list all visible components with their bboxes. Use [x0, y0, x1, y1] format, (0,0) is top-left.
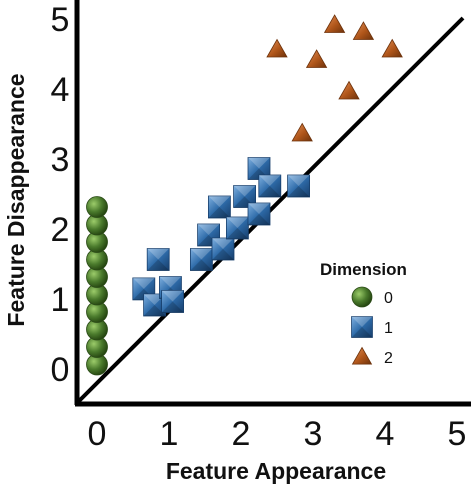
legend-label: 0 — [384, 290, 393, 307]
legend-triangle-marker — [351, 346, 373, 365]
diagonal-line — [76, 16, 465, 404]
x-tick-label: 4 — [376, 415, 395, 453]
y-tick-label: 3 — [51, 141, 70, 179]
x-axis-title: Feature Appearance — [166, 458, 386, 484]
series-dim-1 — [132, 157, 311, 317]
legend-circle-marker — [351, 286, 373, 308]
x-tick-label: 1 — [160, 415, 179, 453]
triangle-point — [381, 38, 403, 58]
series-dim-0 — [86, 196, 108, 376]
legend-title: Dimension — [320, 260, 407, 279]
square-point — [258, 174, 282, 198]
legend-entry: 0 — [351, 286, 393, 308]
legend-entry: 1 — [351, 316, 393, 338]
triangle-point — [291, 122, 313, 142]
x-tick-label: 3 — [304, 415, 323, 453]
x-tick-label: 5 — [448, 415, 467, 453]
legend-label: 2 — [384, 350, 393, 367]
square-point — [211, 237, 235, 261]
triangle-point — [338, 80, 360, 100]
square-point — [207, 195, 231, 219]
legend-square-marker — [351, 316, 373, 338]
square-point — [146, 248, 170, 271]
y-tick-labels: 0 1 2 3 4 5 — [51, 1, 70, 389]
square-point — [287, 174, 311, 198]
triangle-point — [305, 49, 328, 68]
x-tick-label: 0 — [88, 415, 107, 453]
triangle-point — [352, 21, 375, 40]
square-point — [161, 290, 185, 313]
y-tick-label: 5 — [51, 1, 70, 39]
triangle-point — [323, 14, 346, 33]
square-point — [189, 248, 213, 271]
square-point — [247, 202, 271, 226]
x-tick-labels: 0 1 2 3 4 5 — [88, 415, 467, 453]
legend: Dimension 0 1 2 — [320, 260, 407, 367]
triangle-point — [266, 38, 288, 58]
x-tick-label: 2 — [232, 415, 251, 453]
series-dim-2 — [266, 14, 403, 142]
y-tick-label: 2 — [51, 211, 70, 249]
y-axis-title: Feature Disappearance — [3, 73, 29, 326]
data-points — [86, 14, 403, 376]
axes — [74, 0, 471, 407]
y-tick-label: 4 — [51, 71, 70, 109]
legend-entry: 2 — [351, 346, 393, 367]
square-point — [225, 216, 249, 240]
circle-point — [86, 196, 108, 218]
legend-label: 1 — [384, 320, 393, 337]
y-tick-label: 1 — [51, 281, 70, 319]
y-tick-label: 0 — [51, 351, 70, 389]
